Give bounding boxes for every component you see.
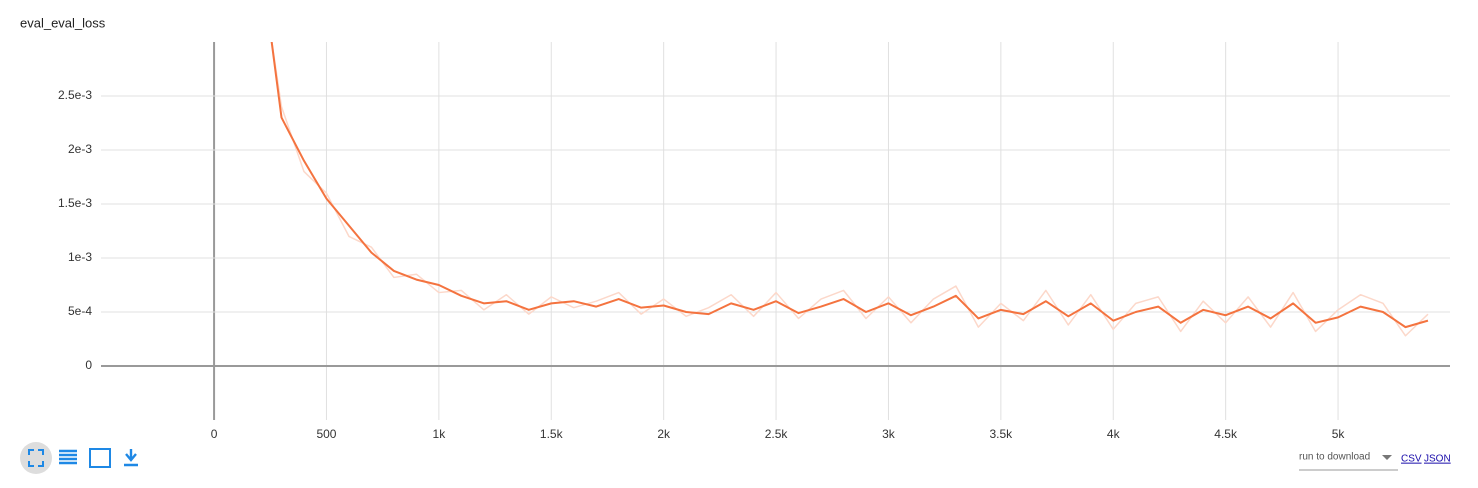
series-line [271,42,1429,337]
x-tick-label: 2k [657,427,671,441]
series-line [270,42,1429,329]
y-tick-label: 1.5e-3 [58,196,92,210]
x-tick-label: 0 [211,427,218,441]
select-button[interactable] [89,448,111,468]
x-tick-label: 3k [882,427,896,441]
fit-button[interactable] [20,442,52,474]
fit-icon [28,449,44,467]
x-tick-label: 4.5k [1214,427,1238,441]
list-button[interactable] [59,449,77,465]
x-tick-label: 4k [1107,427,1121,441]
chart-title: eval_eval_loss [20,15,106,30]
x-tick-label: 2.5k [765,427,789,441]
download-button[interactable] [124,449,138,467]
x-tick-label: 500 [316,427,336,441]
y-tick-label: 2e-3 [68,142,92,156]
download-select[interactable]: run to download [1299,452,1370,463]
y-tick-label: 5e-4 [68,304,92,318]
y-tick-label: 2.5e-3 [58,88,92,102]
x-tick-label: 3.5k [990,427,1014,441]
select-arrow [1382,455,1392,460]
y-tick-label: 0 [85,358,92,372]
csv-link[interactable]: CSV [1401,454,1422,465]
json-link[interactable]: JSON [1424,454,1451,465]
x-tick-label: 5k [1332,427,1346,441]
x-tick-label: 1k [433,427,447,441]
x-tick-label: 1.5k [540,427,564,441]
y-tick-label: 1e-3 [68,250,92,264]
